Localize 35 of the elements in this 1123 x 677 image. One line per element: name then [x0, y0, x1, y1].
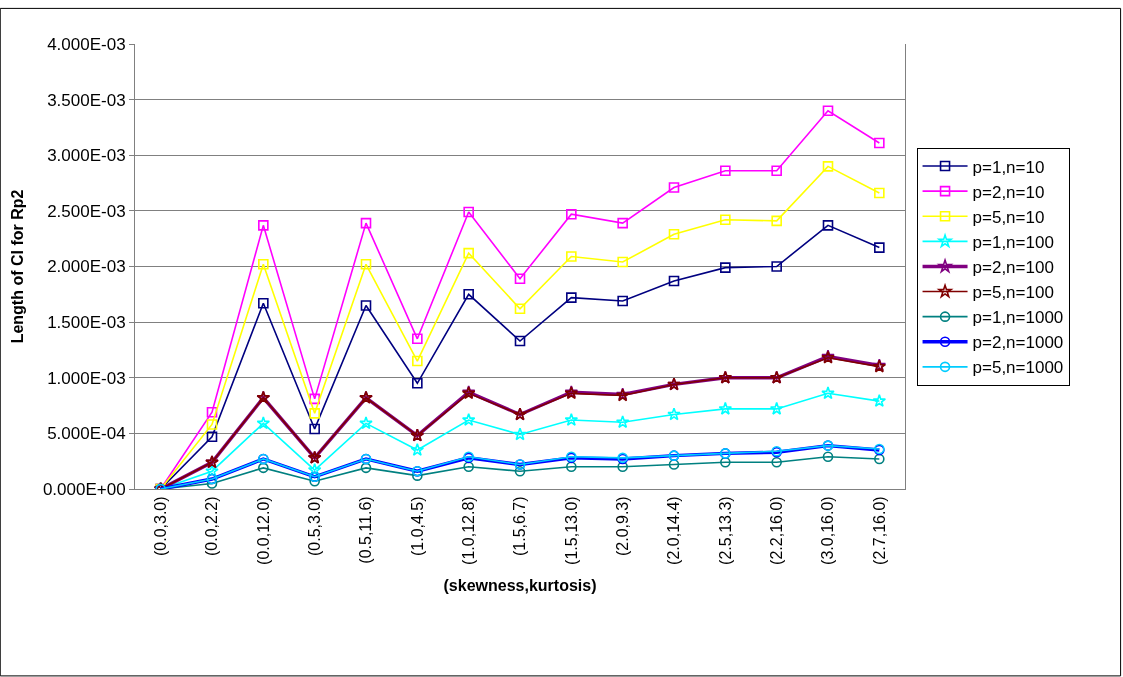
y-tick-label: 3.000E-03: [47, 146, 126, 166]
x-tick-label: (2.0,14.4): [665, 496, 683, 565]
x-tick-label: (1.0,4.5): [408, 496, 426, 556]
x-tick-label: (0.5,11.6): [357, 496, 375, 564]
legend-label: p=2,n=1000: [972, 333, 1064, 353]
legend-label: p=5,n=1000: [972, 358, 1064, 378]
y-tick-label: 1.500E-03: [47, 313, 126, 333]
y-tick-label: 5.000E-04: [47, 424, 126, 444]
x-tick-label: (2.2,16.0): [767, 496, 785, 565]
x-tick-label: (1.0,12.8): [459, 496, 477, 565]
x-tick-label: (2.0,9.3): [613, 496, 631, 556]
y-tick-label: 2.500E-03: [47, 201, 126, 221]
legend-label: p=2,n=10: [972, 182, 1045, 202]
legend-label: p=5,n=10: [972, 207, 1045, 227]
x-axis-title: (skewness,kurtosis): [443, 576, 597, 594]
y-tick-label: 4.000E-03: [47, 34, 126, 54]
x-tick-label: (0.0,3.0): [151, 496, 169, 556]
legend-label: p=1,n=1000: [972, 308, 1064, 328]
y-tick-label: 3.500E-03: [47, 90, 126, 110]
x-tick-label: (1.5,13.0): [562, 496, 580, 565]
legend-label: p=2,n=100: [972, 258, 1054, 278]
legend-label: p=1,n=10: [972, 157, 1045, 177]
x-tick-label: (2.5,13.3): [716, 496, 734, 565]
x-tick-label: (0.5,3.0): [305, 496, 323, 556]
legend-label: p=5,n=100: [972, 283, 1054, 303]
y-tick-label: 0.000E+00: [42, 479, 126, 499]
y-tick-label: 2.000E-03: [47, 257, 126, 277]
legend-label: p=1,n=100: [972, 232, 1054, 252]
y-tick-label: 1.000E-03: [47, 368, 126, 388]
x-tick-label: (0.0,12.0): [254, 496, 272, 565]
x-tick-label: (2.7,16.0): [870, 496, 888, 565]
y-axis-title: Length of CI for Rp2: [8, 189, 26, 344]
x-tick-label: (0.0,2.2): [203, 496, 221, 556]
x-tick-label: (3.0,16.0): [819, 496, 837, 565]
x-tick-label: (1.5,6.7): [511, 496, 529, 556]
